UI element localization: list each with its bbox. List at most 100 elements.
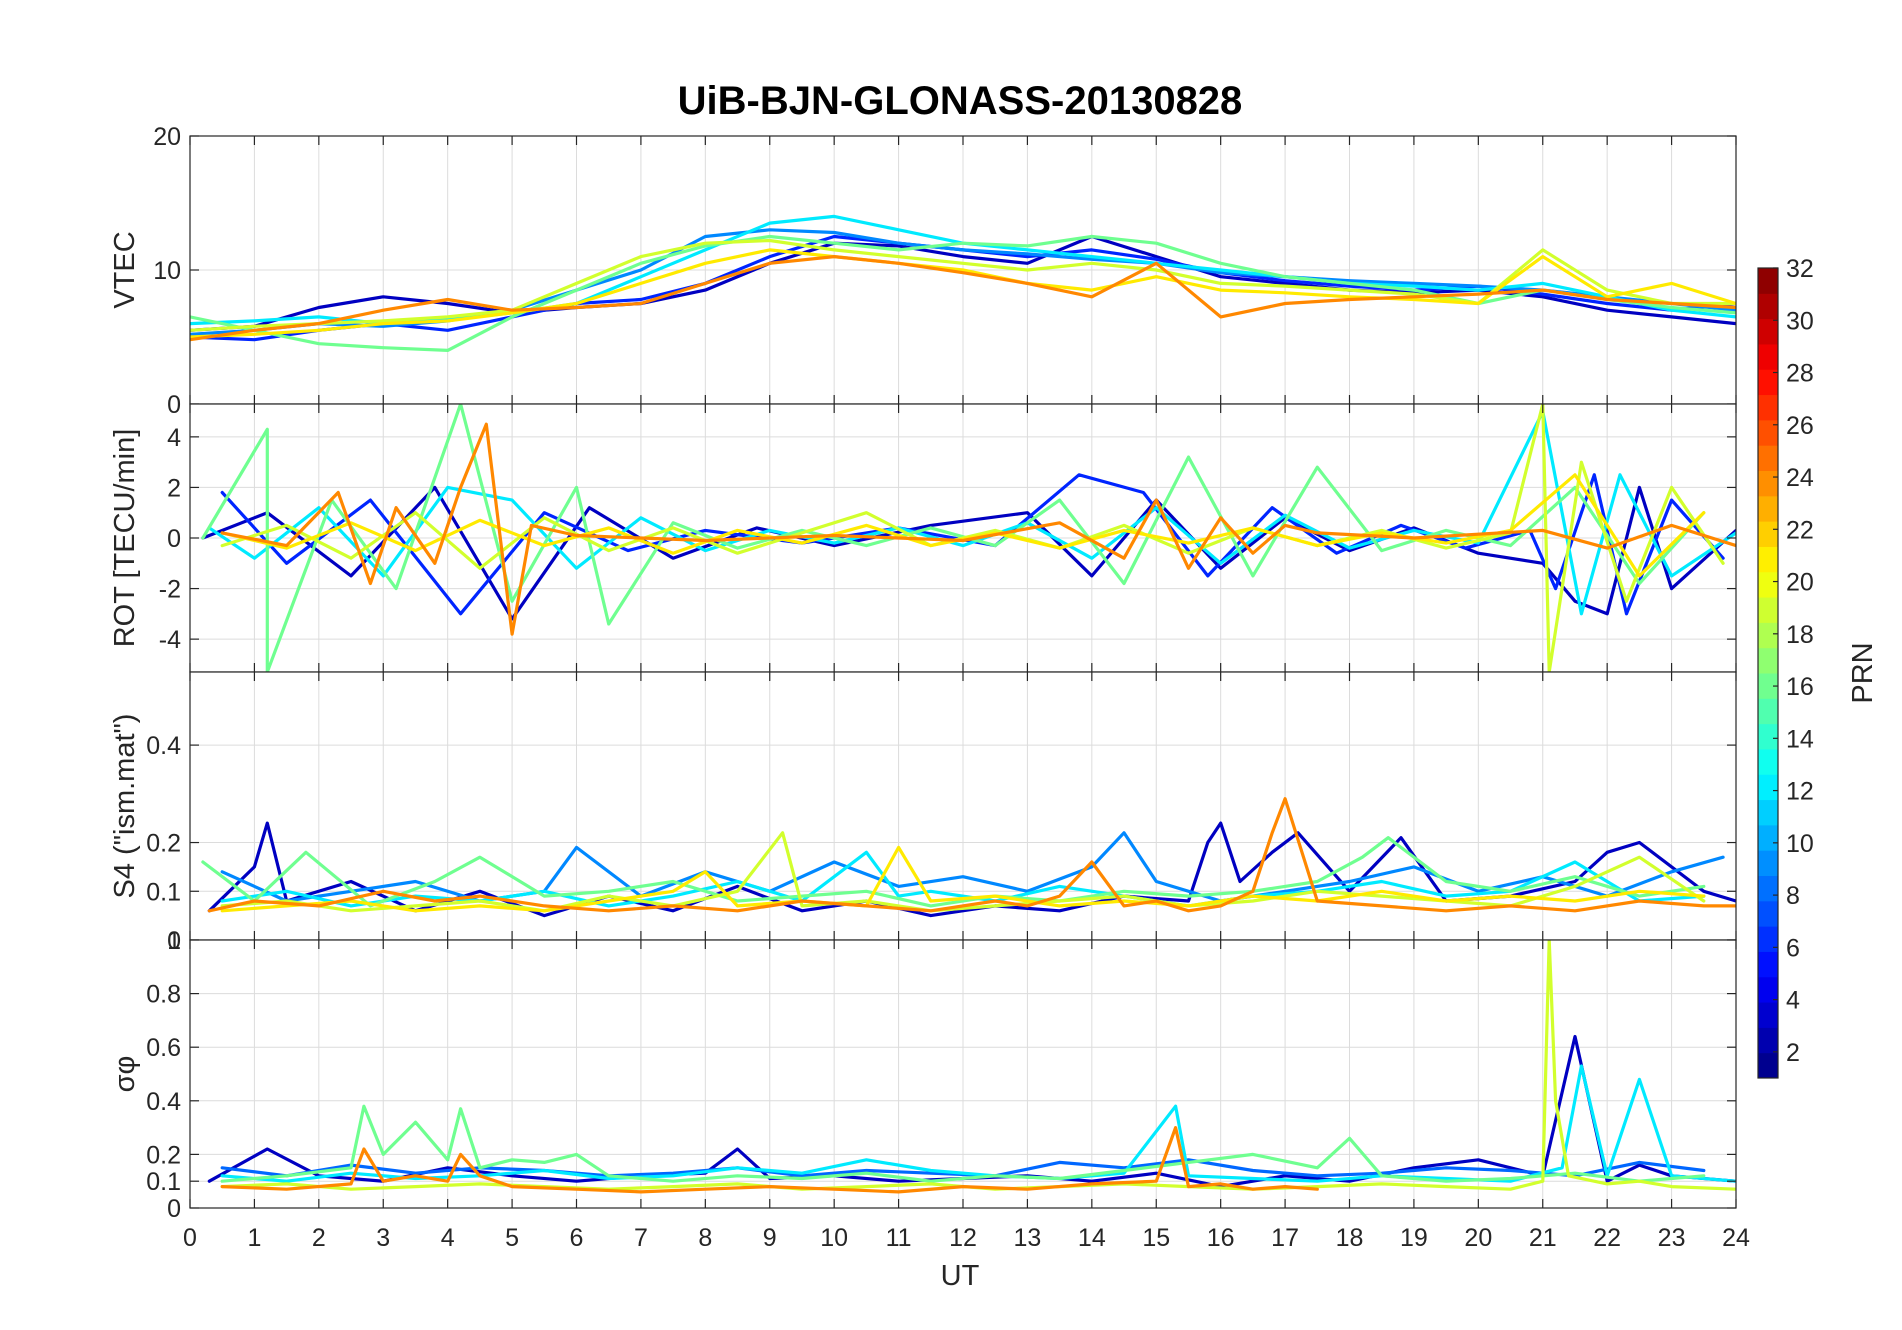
y-tick-label: 10	[153, 257, 181, 285]
x-tick-label: 22	[1593, 1224, 1621, 1252]
colorbar-segment	[1758, 774, 1778, 801]
y-tick-label: -4	[159, 626, 181, 654]
x-tick-label: 8	[698, 1224, 712, 1252]
series-line-prn-24	[220, 422, 1736, 636]
colorbar-segment	[1758, 521, 1778, 547]
y-tick-label: 0.2	[146, 1141, 181, 1169]
x-axis-tick-labels: 0 1 2 3 4 5 6 7 8 9 10 11 12 13 14 15 16 17 18 19 20 21 22 23 24	[183, 1224, 1750, 1252]
x-tick-label: 19	[1400, 1224, 1428, 1252]
series-line-prn-21	[220, 845, 1706, 913]
colorbar-tick-label: 22	[1786, 516, 1814, 544]
colorbar-segment	[1758, 1052, 1778, 1079]
series-line-prn-24	[220, 1125, 1319, 1194]
colorbar-tick-label: 16	[1786, 673, 1814, 701]
y-axis-label: ROT [TECU/min]	[109, 429, 141, 648]
colorbar-tick-label: 20	[1786, 569, 1814, 597]
series-group	[207, 940, 1736, 1194]
x-tick-label: 4	[441, 1224, 455, 1252]
series-group	[190, 214, 1736, 352]
colorbar-segment	[1758, 723, 1778, 750]
colorbar-segment	[1758, 343, 1778, 370]
x-tick-label: 17	[1271, 1224, 1299, 1252]
x-tick-label: 11	[886, 1224, 912, 1252]
panel-1: 0 10 20 VTEC	[109, 123, 1737, 419]
y-axis-label: VTEC	[109, 231, 141, 308]
y-tick-label: 0.2	[146, 830, 181, 858]
colorbar-segment	[1758, 976, 1778, 1003]
colorbar-segment	[1758, 748, 1778, 775]
colorbar-segment	[1758, 673, 1778, 699]
x-tick-label: 1	[247, 1224, 261, 1252]
colorbar-tick-label: 10	[1786, 830, 1814, 858]
chart-title: UiB-BJN-GLONASS-20130828	[678, 79, 1243, 123]
colorbar-segment	[1758, 799, 1778, 826]
colorbar-tick-label: 12	[1786, 778, 1814, 806]
colorbar-segment	[1758, 875, 1778, 902]
y-tick-label: 0.1	[146, 1168, 181, 1196]
colorbar-segment	[1758, 698, 1778, 725]
x-tick-label: 9	[763, 1224, 777, 1252]
colorbar-tick-label: 24	[1786, 464, 1814, 492]
colorbar-segment	[1758, 1027, 1778, 1054]
colorbar-tick-label: 8	[1786, 882, 1800, 910]
colorbar-segment	[1758, 926, 1778, 952]
y-axis-label: S4 ("ism.mat")	[109, 714, 141, 899]
colorbar-tick-label: 18	[1786, 621, 1814, 649]
x-tick-label: 24	[1722, 1224, 1750, 1252]
x-tick-label: 12	[949, 1224, 977, 1252]
colorbar-segment	[1758, 268, 1778, 294]
colorbar-segment	[1758, 419, 1778, 446]
series-group	[201, 797, 1736, 918]
colorbar-segment	[1758, 1002, 1778, 1028]
y-tick-label: 0.4	[146, 1088, 181, 1116]
series-group	[201, 404, 1736, 672]
colorbar-label: PRN	[1847, 642, 1879, 703]
y-tick-label: 0.8	[146, 981, 181, 1009]
x-tick-label: 0	[183, 1224, 197, 1252]
colorbar-tick-label: 6	[1786, 934, 1800, 962]
x-tick-label: 18	[1336, 1224, 1364, 1252]
colorbar-segment	[1758, 495, 1778, 522]
y-tick-label: 2	[167, 474, 181, 502]
colorbar-segment	[1758, 470, 1778, 497]
y-axis-label: σφ	[109, 1056, 141, 1093]
x-tick-label: 14	[1078, 1224, 1106, 1252]
x-tick-label: 3	[376, 1224, 390, 1252]
x-tick-label: 21	[1529, 1224, 1557, 1252]
x-tick-label: 10	[820, 1224, 848, 1252]
colorbar-tick-label: 4	[1786, 987, 1800, 1015]
y-tick-label: 0.4	[146, 732, 181, 760]
y-tick-label: 1	[167, 927, 181, 955]
colorbar-segment	[1758, 394, 1778, 421]
colorbar-segment	[1758, 824, 1778, 851]
colorbar-tick-label: 30	[1786, 307, 1814, 335]
x-tick-label: 23	[1658, 1224, 1686, 1252]
series-line-prn-16	[201, 836, 1706, 908]
y-tick-label: 0	[167, 391, 181, 419]
colorbar-segment	[1758, 293, 1778, 320]
y-tick-label: 0.1	[146, 878, 181, 906]
colorbar-tick-label: 28	[1786, 360, 1814, 388]
colorbar-segment	[1758, 850, 1778, 876]
x-tick-label: 13	[1014, 1224, 1042, 1252]
y-tick-label: 0	[167, 525, 181, 553]
series-line-prn-21	[190, 248, 1736, 339]
colorbar-frame	[1757, 267, 1779, 1079]
series-line-prn-16	[220, 1104, 1706, 1183]
x-tick-label: 16	[1207, 1224, 1235, 1252]
colorbar-segment	[1758, 318, 1778, 345]
series-line-prn-24	[190, 255, 1736, 342]
x-tick-label: 7	[634, 1224, 648, 1252]
colorbar-tick-label: 2	[1786, 1039, 1800, 1067]
panel-3: 0 0.1 0.2 0.4S4 ("ism.mat")	[109, 671, 1737, 955]
colorbar-segment	[1758, 900, 1778, 927]
colorbar-segment	[1758, 571, 1778, 598]
y-tick-label: 0.6	[146, 1034, 181, 1062]
colorbar-tick-label: 14	[1786, 725, 1814, 753]
colorbar-tick-label: 26	[1786, 412, 1814, 440]
colorbar-segment	[1758, 445, 1778, 471]
